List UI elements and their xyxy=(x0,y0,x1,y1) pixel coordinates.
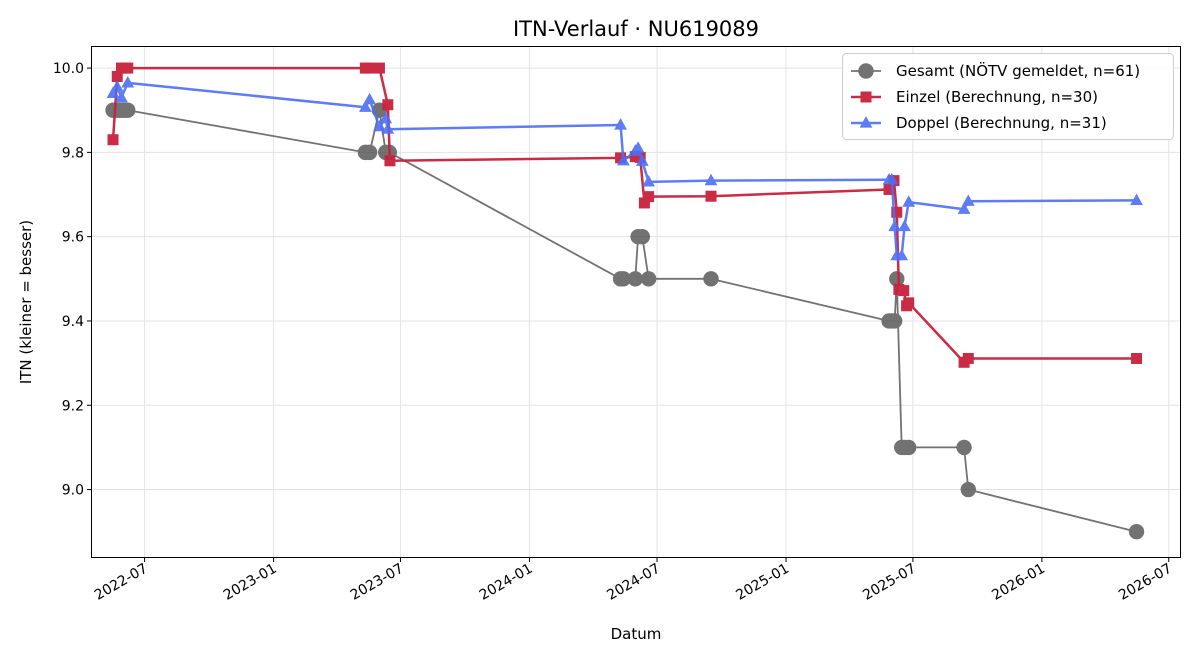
data-point-triangle xyxy=(617,153,630,166)
data-point-circle xyxy=(886,313,903,329)
data-point-triangle xyxy=(961,194,975,206)
data-point-circle xyxy=(120,102,136,118)
data-point-triangle xyxy=(631,141,645,153)
x-tick-label: 2025-07 xyxy=(860,561,919,604)
legend-swatch xyxy=(851,91,881,103)
data-point-square xyxy=(903,297,915,309)
data-point-triangle xyxy=(106,86,120,98)
data-point-triangle xyxy=(635,154,649,166)
data-point-circle xyxy=(627,271,643,287)
data-point-circle xyxy=(361,144,378,161)
data-point-circle xyxy=(634,228,651,245)
legend-swatch xyxy=(851,116,881,128)
data-point-triangle xyxy=(885,172,899,185)
x-tick-label: 2023-07 xyxy=(348,561,407,604)
data-point-triangle xyxy=(359,100,372,112)
x-tick-label: 2023-01 xyxy=(221,561,280,604)
data-point-circle xyxy=(858,63,874,79)
data-point-circle xyxy=(901,439,917,456)
data-point-circle xyxy=(960,481,976,498)
data-point-triangle xyxy=(859,116,873,128)
data-point-triangle xyxy=(115,90,128,103)
data-point-triangle xyxy=(642,175,655,187)
data-point-circle xyxy=(703,271,719,287)
x-tick-label: 2025-01 xyxy=(733,561,792,604)
y-tick-label: 9.4 xyxy=(62,314,84,330)
plot-frame xyxy=(91,46,1181,558)
data-point-square xyxy=(891,206,903,218)
legend-item: Gesamt (NÖTV gemeldet, n=61) xyxy=(851,61,1140,80)
data-point-triangle xyxy=(898,219,911,232)
x-axis-title: Datum xyxy=(611,625,662,643)
data-point-square xyxy=(373,62,385,74)
data-point-triangle xyxy=(614,118,627,130)
legend-item: Doppel (Berechnung, n=31) xyxy=(851,114,1107,132)
legend-label: Einzel (Berechnung, n=30) xyxy=(896,88,1098,106)
y-tick-label: 9.2 xyxy=(62,398,84,414)
data-point-triangle xyxy=(110,80,124,92)
data-point-square xyxy=(107,134,119,146)
data-point-triangle xyxy=(381,122,395,134)
data-point-triangle xyxy=(1130,193,1143,206)
legend-swatch xyxy=(851,63,881,79)
data-point-square xyxy=(705,190,717,202)
data-point-square xyxy=(364,62,376,74)
data-point-triangle xyxy=(379,111,393,124)
x-tick-label: 2022-07 xyxy=(92,561,151,604)
y-tick-label: 10.0 xyxy=(53,61,84,77)
series-layer xyxy=(105,62,1145,540)
series-2 xyxy=(107,62,1143,368)
data-point-square xyxy=(111,71,123,83)
y-axis: 9.0 9.2 9.4 9.6 9.8 10.0 xyxy=(53,61,92,499)
data-point-square xyxy=(122,62,134,74)
x-tick-label: 2026-07 xyxy=(1116,561,1175,604)
data-point-square xyxy=(638,197,650,209)
data-point-triangle xyxy=(902,195,916,207)
series-3 xyxy=(106,76,1143,261)
data-point-square xyxy=(962,352,974,364)
data-point-triangle xyxy=(957,202,971,214)
x-tick-label: 2026-01 xyxy=(989,561,1048,604)
x-tick-label: 2024-01 xyxy=(477,561,536,604)
data-point-square xyxy=(860,91,872,103)
data-point-square xyxy=(883,183,895,195)
y-axis-title: ITN (kleiner = besser) xyxy=(17,220,35,384)
data-point-circle xyxy=(640,271,657,287)
y-tick-label: 9.8 xyxy=(62,145,84,161)
legend-item: Einzel (Berechnung, n=30) xyxy=(851,88,1098,106)
data-point-triangle xyxy=(888,219,902,232)
y-tick-label: 9.0 xyxy=(62,483,84,499)
data-point-square xyxy=(384,155,396,167)
data-point-triangle xyxy=(895,248,909,261)
legend-label: Gesamt (NÖTV gemeldet, n=61) xyxy=(896,61,1140,80)
data-point-square xyxy=(382,99,394,111)
legend-label: Doppel (Berechnung, n=31) xyxy=(896,114,1107,132)
data-point-circle xyxy=(956,439,972,456)
data-point-square xyxy=(1131,352,1143,364)
data-point-square xyxy=(643,191,655,203)
y-tick-label: 9.6 xyxy=(62,230,84,246)
legend-frame xyxy=(842,53,1174,140)
legend: Gesamt (NÖTV gemeldet, n=61) Einzel (Bere… xyxy=(842,53,1174,140)
data-point-triangle xyxy=(363,92,376,105)
x-axis: 2022-07 2023-01 2023-07 2024-01 2024-07 2025-… xyxy=(92,557,1175,604)
chart-title: ITN-Verlauf · NU619089 xyxy=(513,17,759,41)
data-point-triangle xyxy=(373,119,386,132)
data-point-circle xyxy=(1128,524,1145,540)
x-tick-label: 2024-07 xyxy=(604,561,663,604)
data-point-square xyxy=(898,285,910,297)
data-point-triangle xyxy=(121,76,135,88)
data-point-triangle xyxy=(704,173,718,186)
data-point-square xyxy=(615,152,627,164)
